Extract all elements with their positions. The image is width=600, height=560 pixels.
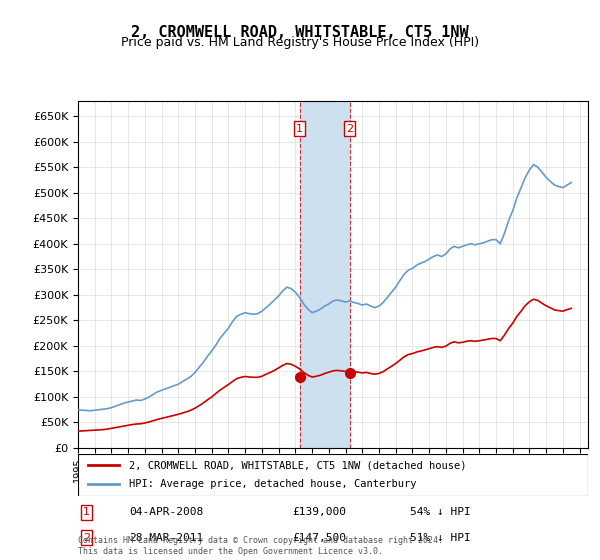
Text: HPI: Average price, detached house, Canterbury: HPI: Average price, detached house, Cant… bbox=[129, 479, 416, 489]
Text: 54% ↓ HPI: 54% ↓ HPI bbox=[409, 507, 470, 517]
Text: 2, CROMWELL ROAD, WHITSTABLE, CT5 1NW: 2, CROMWELL ROAD, WHITSTABLE, CT5 1NW bbox=[131, 25, 469, 40]
Text: 51% ↓ HPI: 51% ↓ HPI bbox=[409, 533, 470, 543]
Text: 1: 1 bbox=[296, 124, 303, 134]
Text: £147,500: £147,500 bbox=[292, 533, 346, 543]
Text: Contains HM Land Registry data © Crown copyright and database right 2024.
This d: Contains HM Land Registry data © Crown c… bbox=[78, 536, 443, 556]
Text: 1: 1 bbox=[83, 507, 90, 517]
Text: 2, CROMWELL ROAD, WHITSTABLE, CT5 1NW (detached house): 2, CROMWELL ROAD, WHITSTABLE, CT5 1NW (d… bbox=[129, 460, 467, 470]
Text: 2: 2 bbox=[346, 124, 353, 134]
Text: 28-MAR-2011: 28-MAR-2011 bbox=[129, 533, 203, 543]
FancyBboxPatch shape bbox=[78, 454, 588, 496]
Text: £139,000: £139,000 bbox=[292, 507, 346, 517]
Text: 2: 2 bbox=[83, 533, 90, 543]
Bar bbox=[300, 101, 350, 448]
Text: Price paid vs. HM Land Registry's House Price Index (HPI): Price paid vs. HM Land Registry's House … bbox=[121, 36, 479, 49]
Text: 04-APR-2008: 04-APR-2008 bbox=[129, 507, 203, 517]
